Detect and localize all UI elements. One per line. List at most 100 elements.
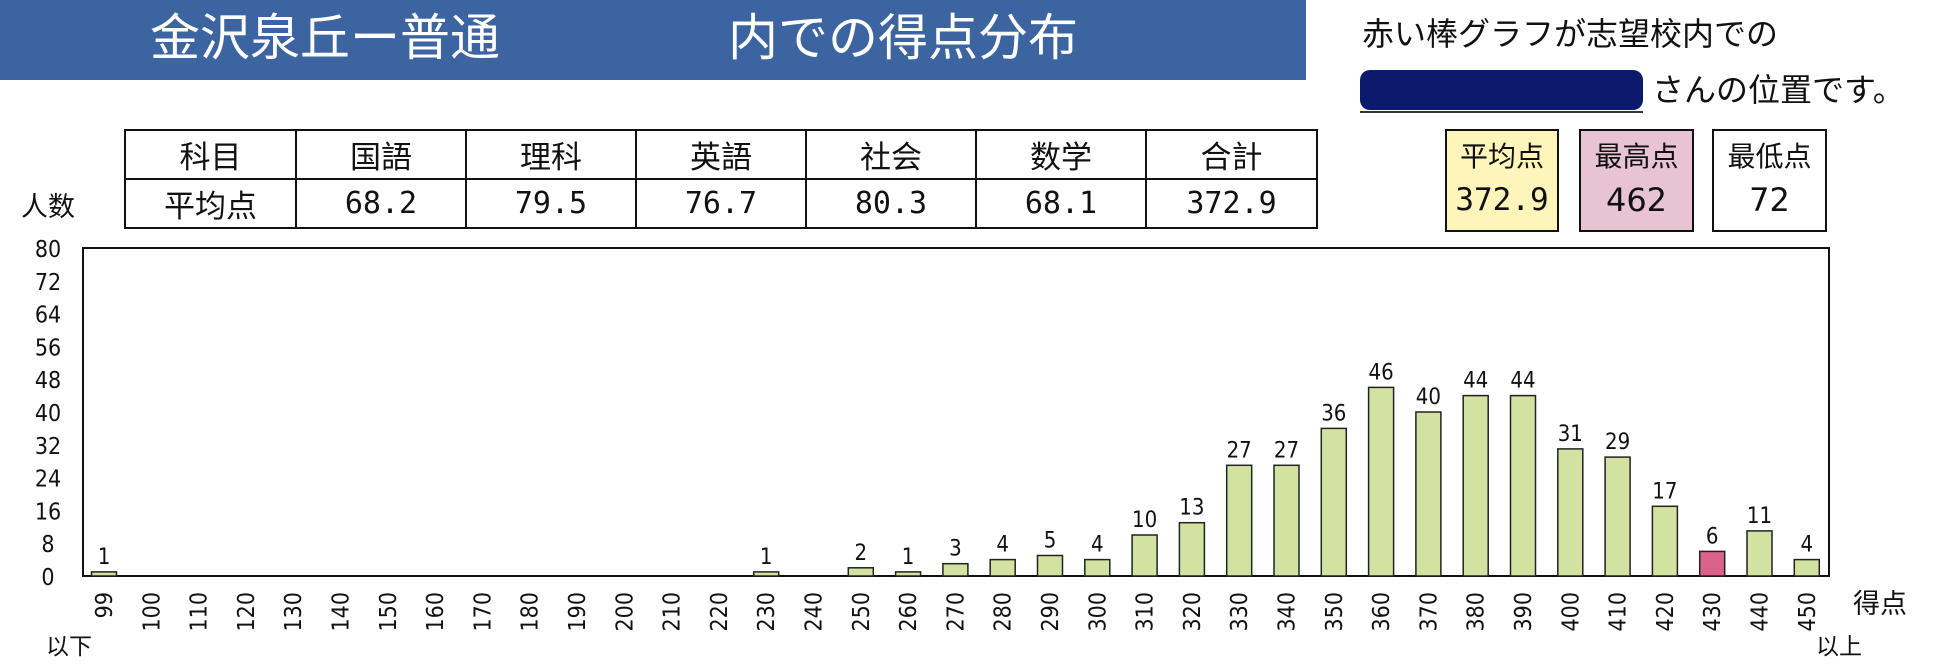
subject-name: 合計	[1145, 129, 1318, 180]
x-tick-label: 390	[1511, 592, 1537, 632]
bar	[1225, 464, 1253, 577]
x-tick-label: 340	[1275, 592, 1301, 632]
x-tick-label: 140	[329, 592, 355, 632]
redacted-name	[1360, 70, 1643, 110]
bar	[1415, 411, 1442, 577]
page-title-distribution: 内での得点分布	[728, 9, 1078, 67]
x-tick-label: 160	[423, 592, 449, 632]
page-title-school: 金沢泉丘ー普通	[150, 9, 500, 67]
subject-header-row: 科目 国語 理科 英語 社会 数学 合計	[124, 129, 1318, 180]
min-score-value: 72	[1749, 181, 1790, 219]
note-line-2: さんの位置です。	[1652, 71, 1905, 109]
y-tick-label: 8	[41, 532, 54, 558]
bar-value-label: 36	[1321, 401, 1346, 426]
subject-name: 社会	[805, 129, 977, 180]
bar	[1462, 394, 1489, 577]
bar	[1746, 530, 1773, 577]
first-category-suffix: 以下	[46, 634, 92, 660]
y-tick-label: 64	[35, 303, 61, 329]
y-tick-label: 0	[41, 565, 54, 591]
max-score-label: 最高点	[1594, 140, 1679, 173]
y-tick-label: 32	[35, 434, 61, 460]
subject-name: 英語	[635, 129, 807, 180]
subject-header-label: 科目	[124, 129, 297, 180]
y-tick-label: 16	[35, 499, 61, 525]
bar	[1367, 386, 1395, 577]
x-tick-label: 290	[1038, 592, 1064, 632]
bar-value-label: 1	[902, 545, 915, 570]
last-category-suffix: 以上	[1816, 634, 1862, 660]
subject-average-row: 平均点 68.2 79.5 76.7 80.3 68.1 372.9	[124, 178, 1318, 229]
x-tick-label: 300	[1085, 592, 1111, 632]
bar-value-label: 1	[98, 545, 111, 570]
bar	[1509, 394, 1537, 577]
min-score-box: 最低点 72	[1712, 129, 1827, 232]
average-score-label: 平均点	[1459, 140, 1544, 173]
plot-area	[82, 247, 1830, 577]
x-tick-label: 170	[470, 592, 496, 632]
x-tick-label: 210	[660, 592, 686, 632]
bar	[752, 571, 780, 577]
x-tick-label: 280	[991, 592, 1017, 632]
x-tick-label: 150	[376, 592, 402, 632]
x-tick-label: 250	[849, 592, 875, 632]
x-tick-label: 430	[1700, 592, 1726, 632]
x-tick-label: 190	[565, 592, 591, 632]
subject-average: 76.7	[635, 178, 807, 229]
bar-value-label: 6	[1706, 524, 1719, 549]
bar-value-label: 31	[1558, 422, 1583, 447]
y-tick-label: 24	[35, 467, 61, 493]
x-tick-label: 440	[1748, 592, 1774, 632]
bar-value-label: 3	[949, 537, 962, 562]
min-score-label: 最低点	[1727, 140, 1812, 173]
subject-average-table: 科目 国語 理科 英語 社会 数学 合計 平均点 68.2 79.5 76.7 …	[124, 129, 1318, 229]
bar	[1604, 456, 1631, 577]
bar-value-label: 44	[1510, 369, 1535, 394]
x-tick-label: 330	[1227, 592, 1253, 632]
y-tick-label: 72	[35, 270, 61, 296]
bar	[1698, 550, 1726, 577]
name-underline	[1360, 111, 1643, 113]
y-tick-label: 40	[35, 401, 61, 427]
x-tick-label: 320	[1180, 592, 1206, 632]
average-score-value: 372.9	[1455, 182, 1549, 218]
x-tick-label: 110	[187, 592, 213, 632]
max-score-value: 462	[1605, 181, 1668, 219]
subject-name: 数学	[975, 129, 1147, 180]
bar	[894, 571, 922, 577]
bar	[942, 562, 969, 577]
x-tick-label: 220	[707, 592, 733, 632]
x-tick-label: 130	[281, 592, 307, 632]
x-tick-label: 370	[1416, 592, 1442, 632]
subject-average: 80.3	[805, 178, 977, 229]
y-axis-label: 人数	[21, 192, 75, 223]
subject-name: 理科	[465, 129, 637, 180]
bar-value-label: 4	[996, 533, 1009, 558]
bar	[1084, 558, 1111, 577]
bar	[1793, 558, 1821, 577]
x-tick-label: 240	[802, 592, 828, 632]
x-tick-label: 380	[1464, 592, 1490, 632]
x-tick-label: 360	[1369, 592, 1395, 632]
bar-value-label: 2	[855, 541, 868, 566]
bar-value-label: 10	[1132, 508, 1157, 533]
bar	[847, 567, 875, 577]
x-tick-label: 120	[234, 592, 260, 632]
bar	[989, 558, 1016, 577]
bar	[90, 571, 118, 577]
bar-value-label: 13	[1179, 496, 1204, 521]
note-line-1: 赤い棒グラフが志望校内での	[1362, 15, 1779, 53]
bar	[1651, 505, 1679, 577]
bar	[1273, 464, 1300, 577]
bar-value-label: 17	[1652, 479, 1677, 504]
x-tick-label: 180	[518, 592, 544, 632]
y-tick-label: 56	[35, 335, 61, 361]
bar-value-label: 1	[760, 545, 773, 570]
x-tick-label: 420	[1653, 592, 1679, 632]
bar-value-label: 40	[1416, 385, 1441, 410]
x-tick-label: 450	[1795, 592, 1821, 632]
average-row-label: 平均点	[124, 178, 297, 229]
x-tick-label: 99	[92, 592, 118, 618]
subject-name: 国語	[295, 129, 467, 180]
